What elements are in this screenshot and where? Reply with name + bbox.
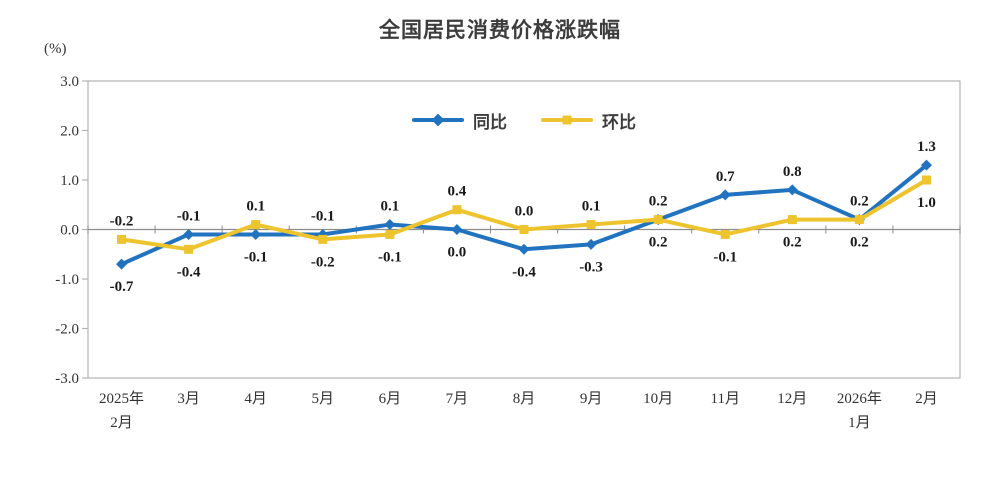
legend-label-tongbi: 同比 [473,112,507,132]
y-axis-tick-label: 1.0 [60,173,79,189]
data-point-square-marker [251,220,261,230]
data-label-环比: 0.0 [515,204,534,220]
data-label-环比: -0.2 [110,213,134,229]
y-axis-tick-label: -1.0 [55,272,79,288]
data-point-square-marker [787,215,797,225]
x-axis-label: 4月 [244,391,267,407]
x-axis-label: 3月 [177,391,200,407]
data-point-square-marker [653,215,663,225]
data-label-环比: -0.1 [378,249,402,265]
data-label-环比: 0.1 [246,199,265,215]
data-label-同比: 0.1 [380,199,399,215]
data-point-square-marker [184,244,194,254]
data-label-环比: 1.0 [917,195,936,211]
x-axis-label: 8月 [513,391,536,407]
data-label-同比: -0.7 [110,279,134,295]
legend-label-huanbi: 环比 [602,112,636,132]
legend-item-huanbi: 环比 [541,108,636,133]
x-axis-label: 12月 [777,391,807,407]
data-point-diamond-marker [585,238,597,250]
y-axis-tick-label: 2.0 [60,124,79,140]
data-point-square-marker [854,215,864,225]
tongbi-line-swatch [412,113,464,127]
data-label-同比: -0.1 [244,249,268,265]
x-axis-label: 6月 [379,391,402,407]
data-point-diamond-marker [451,224,463,235]
x-axis-label: 5月 [312,391,335,407]
data-point-square-marker [921,175,931,185]
data-label-同比: 0.2 [850,194,869,210]
x-axis-label: 2025年 [99,390,144,407]
data-point-square-marker [720,229,730,239]
x-axis-label: 7月 [446,391,469,407]
data-label-同比: 0.0 [448,245,467,261]
y-axis-tick-label: -3.0 [55,371,79,387]
x-axis-label: 1月 [848,415,871,431]
data-label-环比: 0.4 [448,184,467,200]
x-axis-label: 10月 [643,391,673,407]
data-label-环比: 0.2 [850,235,869,251]
data-point-diamond-marker [920,159,932,171]
data-point-square-marker [117,234,127,244]
x-axis-label: 9月 [580,391,603,407]
data-point-square-marker [452,205,462,215]
data-label-同比: -0.1 [177,208,201,224]
chart-legend: 同比 环比 [88,108,960,132]
data-label-同比: 0.8 [783,164,802,180]
y-axis-tick-label: -2.0 [55,322,79,338]
data-point-diamond-marker [719,189,731,201]
data-label-同比: -0.4 [512,264,536,280]
data-point-diamond-marker [116,258,128,270]
data-label-同比: 0.2 [649,194,668,210]
data-point-diamond-marker [183,228,195,240]
legend-item-tongbi: 同比 [412,108,507,133]
square-marker-icon [562,115,572,125]
x-axis-label: 11月 [711,391,740,407]
data-point-square-marker [385,229,395,239]
data-point-square-marker [519,225,529,234]
data-label-环比: -0.1 [713,249,737,265]
data-label-环比: 0.2 [649,235,668,251]
data-label-同比: 0.7 [716,169,735,185]
x-axis-label: 2026年 [837,390,882,407]
data-label-同比: 1.3 [917,139,936,155]
data-label-环比: 0.2 [783,235,802,251]
data-point-diamond-marker [250,228,262,240]
data-point-diamond-marker [786,184,798,196]
huanbi-line-swatch [541,115,593,125]
data-label-同比: -0.3 [579,259,603,275]
data-point-square-marker [318,234,328,244]
data-point-diamond-marker [384,219,396,231]
data-point-square-marker [586,220,596,230]
y-axis-unit-label: (%) [44,41,67,57]
data-label-同比: -0.1 [311,208,335,224]
data-point-diamond-marker [518,243,530,255]
data-label-环比: -0.2 [311,254,335,270]
x-axis-label: 2月 [110,415,133,431]
x-axis-label: 2月 [915,391,938,407]
chart-title: 全国居民消费价格涨跌幅 [379,19,621,42]
y-axis-tick-label: 0.0 [60,223,79,239]
y-axis-tick-label: 3.0 [60,74,79,90]
data-label-环比: -0.4 [177,264,201,280]
data-label-环比: 0.1 [582,199,601,215]
